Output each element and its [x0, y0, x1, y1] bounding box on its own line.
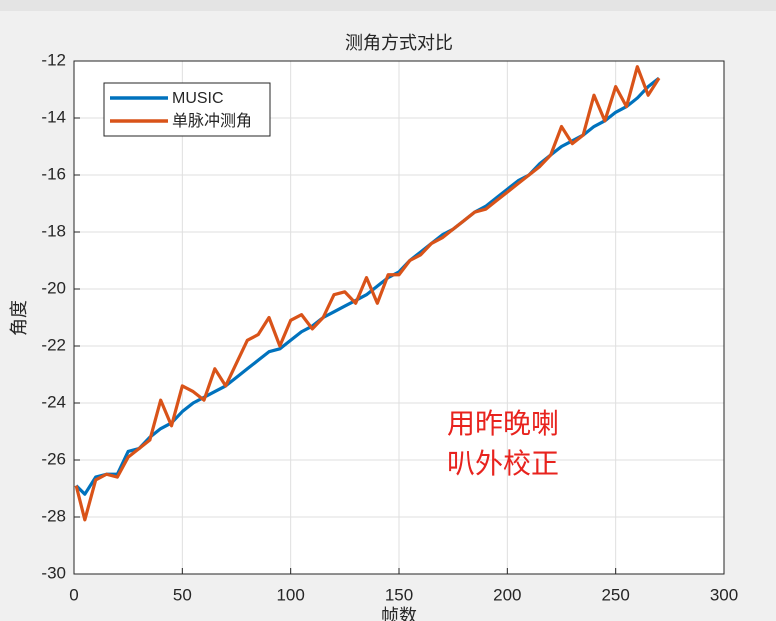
- ticks: 0 50 100 150 200 250 300 -30 -28 -26 -24 -22 -20 -18 -…: [41, 50, 738, 604]
- x-tick-label: 50: [173, 585, 192, 604]
- x-tick-label: 150: [385, 585, 413, 604]
- legend: MUSIC 单脉冲测角: [103, 82, 271, 137]
- y-tick-label: -22: [41, 335, 66, 354]
- y-tick-label: -16: [41, 164, 66, 183]
- y-tick-label: -24: [41, 392, 66, 411]
- x-axis-label: 帧数: [381, 606, 417, 621]
- toolbar: [0, 0, 776, 11]
- annotation: 用昨晚喇: [447, 407, 559, 440]
- y-tick-label: -30: [41, 563, 66, 582]
- y-tick-label: -28: [41, 506, 66, 525]
- x-tick-label: 300: [710, 585, 738, 604]
- x-tick-label: 250: [601, 585, 629, 604]
- lines: [74, 65, 661, 522]
- x-tick-label: 100: [276, 585, 304, 604]
- y-tick-label: -20: [41, 278, 66, 297]
- chart-title: 测角方式对比: [345, 33, 453, 54]
- annotation: 叭外校正: [447, 447, 559, 480]
- x-tick-label: 200: [493, 585, 521, 604]
- y-axis-label: 角度: [9, 300, 30, 336]
- legend-box: [103, 82, 271, 137]
- legend-label: MUSIC: [172, 90, 224, 107]
- y-tick-label: -12: [41, 50, 66, 69]
- y-tick-label: -26: [41, 449, 66, 468]
- legend-label: 单脉冲测角: [172, 112, 252, 130]
- y-tick-label: -14: [41, 107, 66, 126]
- series-line: [74, 65, 661, 522]
- y-tick-label: -18: [41, 221, 66, 240]
- x-tick-label: 0: [69, 585, 78, 604]
